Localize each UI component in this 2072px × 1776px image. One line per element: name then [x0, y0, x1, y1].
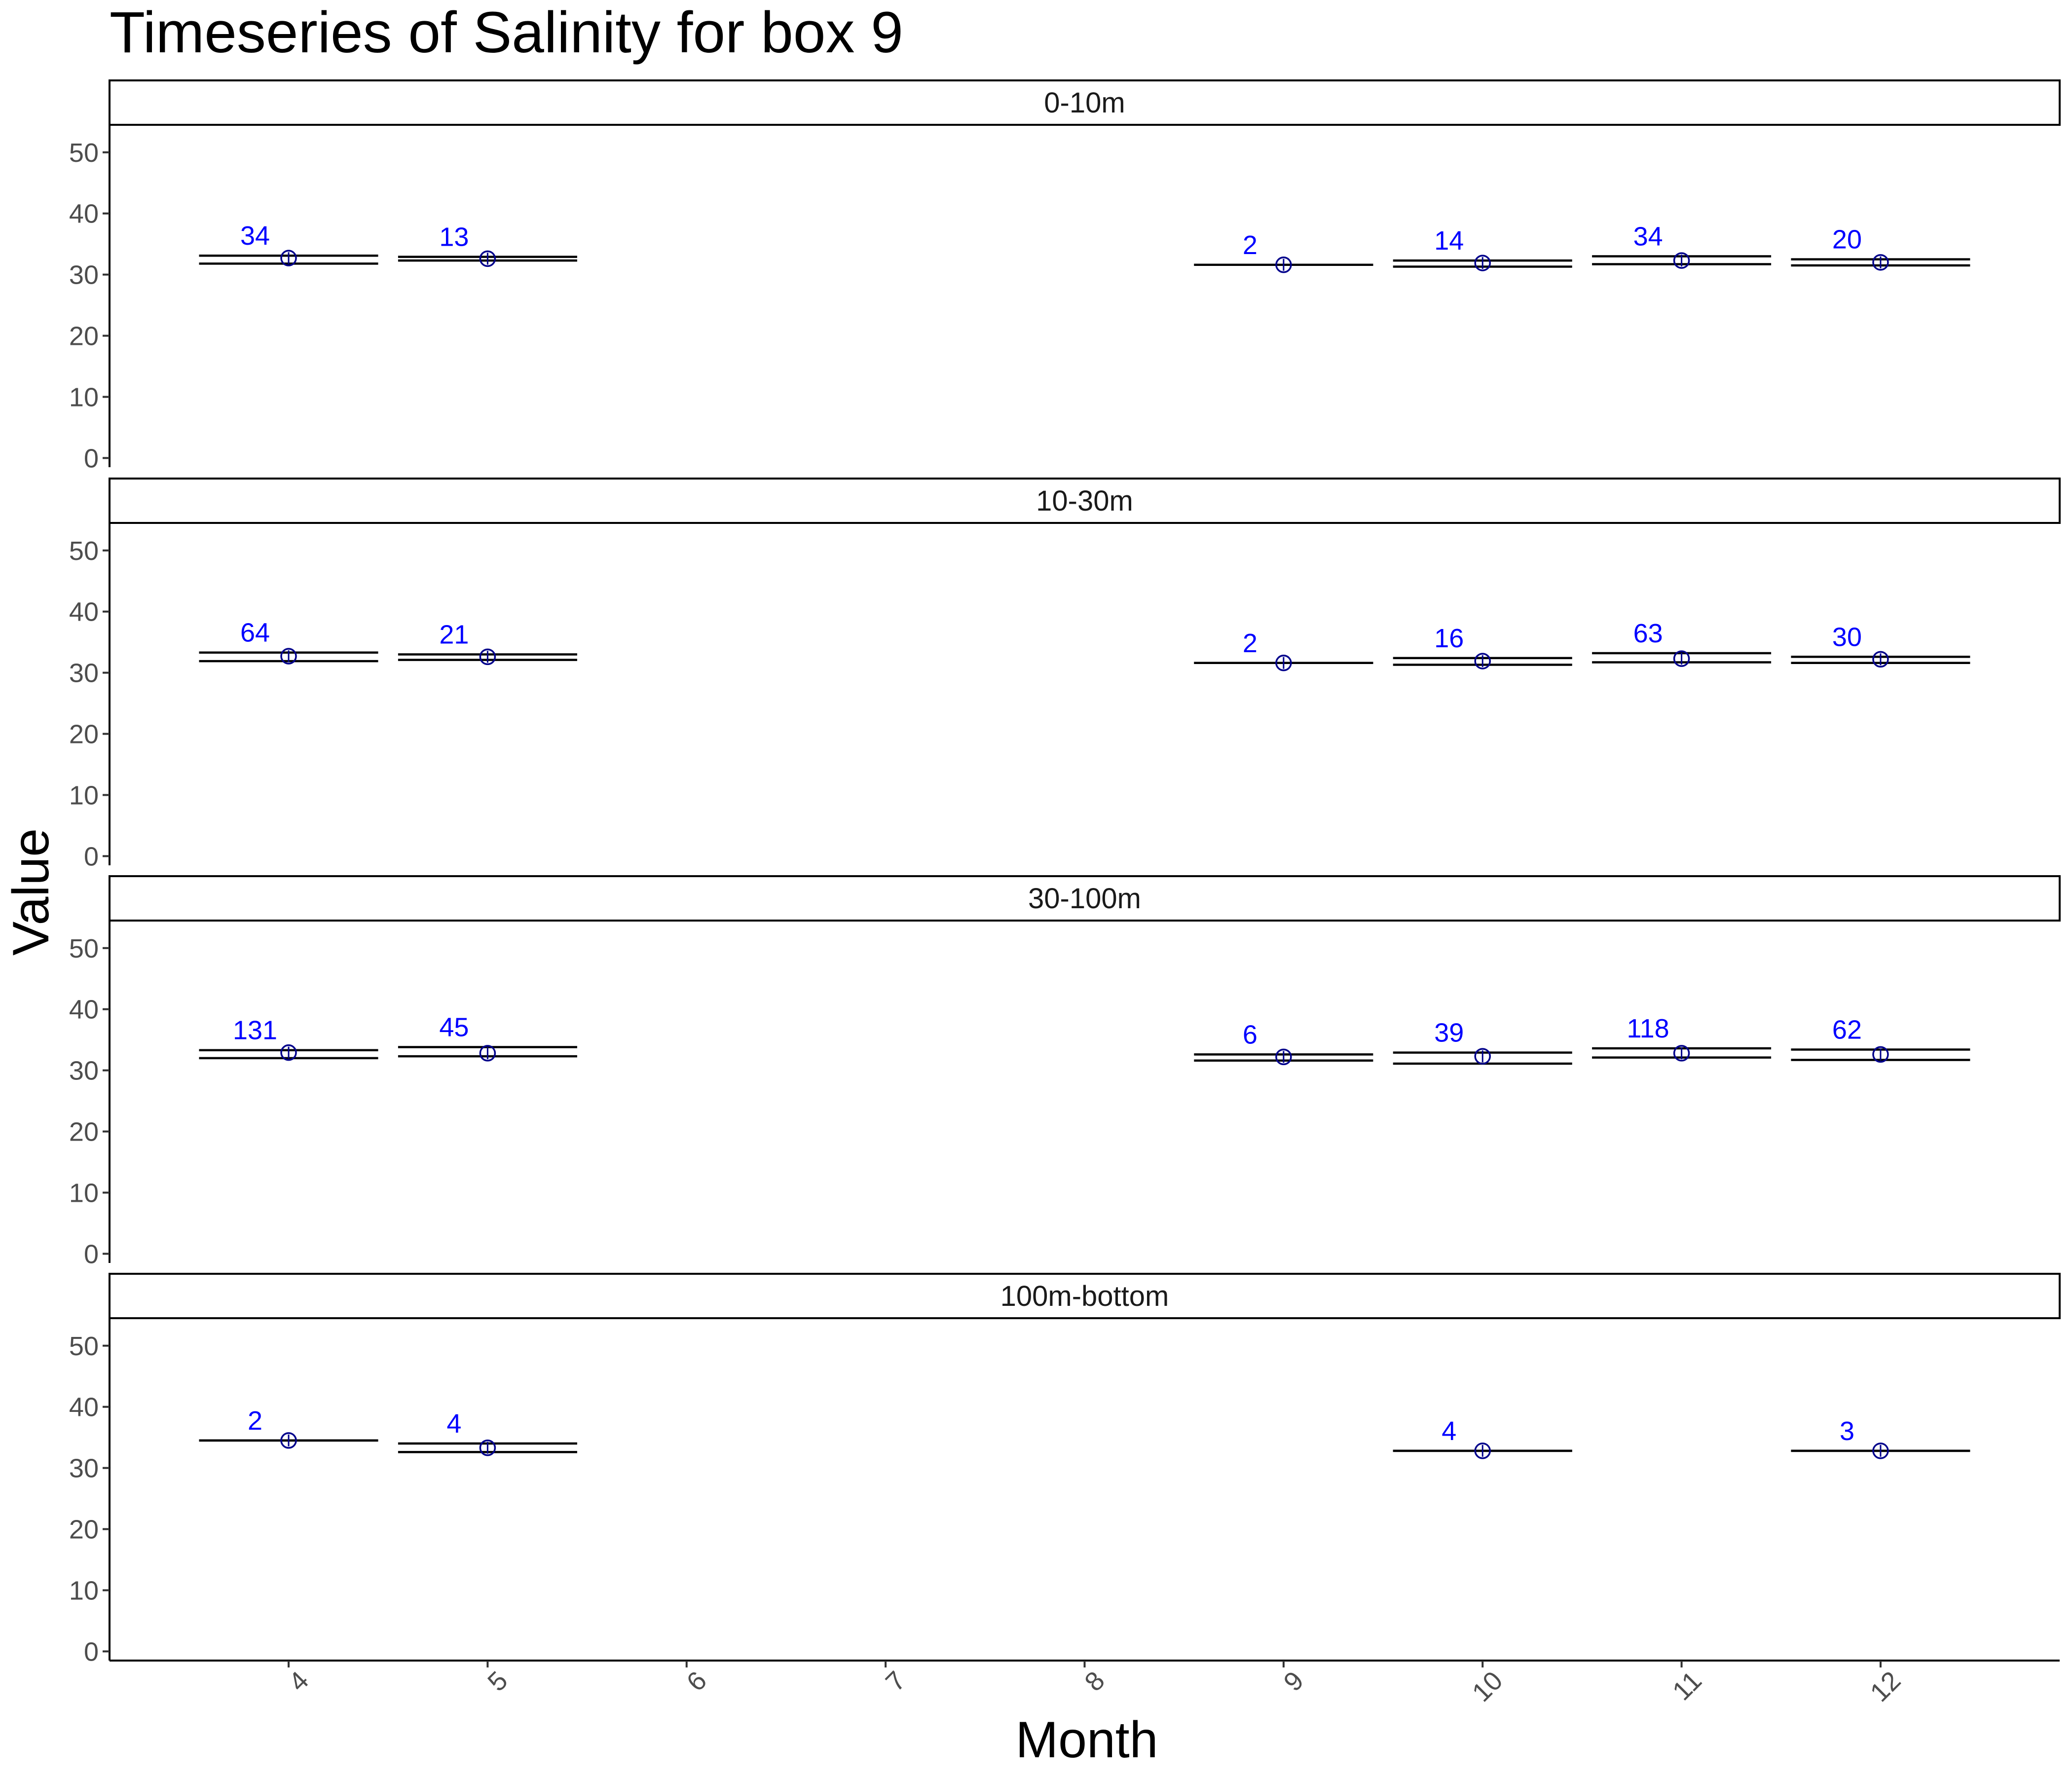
count-label: 14: [1434, 226, 1464, 256]
count-label: 2: [1243, 629, 1258, 658]
x-tick-label: 11: [1667, 1665, 1707, 1706]
y-tick-label: 10: [69, 780, 99, 810]
mean-point: [479, 648, 496, 666]
facet-strip-label: 100m-bottom: [1000, 1280, 1169, 1312]
mean-point: [280, 648, 297, 665]
mean-point: [280, 250, 297, 266]
y-tick-label: 40: [69, 597, 99, 627]
count-label: 2: [1243, 230, 1258, 260]
y-tick-label: 40: [69, 1393, 99, 1422]
y-tick-label: 50: [69, 536, 99, 566]
x-tick-label: 9: [1278, 1665, 1310, 1697]
count-label: 34: [240, 221, 270, 251]
count-label: 118: [1627, 1014, 1669, 1043]
x-tick-label: 8: [1079, 1665, 1110, 1697]
x-tick-label: 5: [482, 1665, 514, 1697]
count-label: 4: [1442, 1416, 1456, 1446]
y-tick-label: 30: [69, 659, 99, 688]
mean-point: [1474, 653, 1491, 669]
mean-point: [280, 1432, 297, 1449]
facet-panel-100m-bottom: 100m-bottom 0 10 20 30 40 50 2 4 4 3: [69, 1273, 2061, 1666]
mean-point: [1673, 650, 1690, 667]
y-tick-label: 50: [69, 138, 99, 168]
chart-title: Timeseries of Salinity for box 9: [110, 0, 903, 65]
mean-point: [1872, 254, 1889, 271]
y-tick-label: 0: [84, 1239, 99, 1269]
y-tick-label: 50: [69, 934, 99, 963]
x-axis-title: Month: [1015, 1711, 1158, 1769]
mean-point: [1275, 655, 1292, 671]
facet-strip: [109, 875, 2061, 922]
y-tick-label: 10: [69, 1178, 99, 1208]
count-label: 6: [1243, 1020, 1258, 1049]
mean-point: [1275, 1048, 1292, 1066]
count-label: 64: [240, 618, 270, 648]
y-tick-label: 30: [69, 1056, 99, 1086]
mean-point: [1474, 1048, 1491, 1065]
y-tick-label: 0: [84, 444, 99, 473]
count-label: 21: [439, 620, 469, 649]
count-label: 4: [446, 1409, 461, 1439]
mean-point: [1673, 1045, 1690, 1062]
y-tick-label: 30: [69, 260, 99, 290]
count-label: 39: [1434, 1018, 1464, 1048]
facet-strip-label: 30-100m: [1028, 883, 1141, 915]
y-axis-title: Value: [2, 828, 60, 956]
count-label: 30: [1832, 622, 1862, 652]
y-tick-label: 20: [69, 1515, 99, 1545]
y-tick-label: 10: [69, 382, 99, 412]
count-label: 13: [439, 222, 469, 252]
y-tick-label: 20: [69, 720, 99, 749]
y-tick-label: 40: [69, 199, 99, 229]
facet-panel-0-10m: 0-10m 0 10 20 30 40 50 34 13 2 14 34 20: [69, 79, 2061, 473]
facet-strip: [109, 79, 2061, 126]
y-tick-label: 0: [84, 842, 99, 871]
x-axis: 4 5 6 7 8 9 10 11 12: [110, 1660, 2060, 1707]
count-label: 16: [1434, 624, 1464, 653]
mean-point: [1474, 1443, 1491, 1459]
mean-point: [1275, 257, 1292, 273]
x-tick-label: 6: [681, 1665, 712, 1697]
facet-panel-10-30m: 10-30m 0 10 20 30 40 50 64 21 2 16 63 30: [69, 478, 2061, 871]
mean-point: [1872, 1046, 1889, 1063]
x-tick-label: 4: [283, 1665, 315, 1697]
mean-point: [1872, 651, 1889, 668]
count-label: 3: [1840, 1416, 1854, 1446]
y-tick-label: 20: [69, 1117, 99, 1147]
facet-strip: [109, 478, 2061, 524]
count-label: 45: [439, 1013, 469, 1042]
count-label: 34: [1633, 222, 1663, 251]
mean-point: [280, 1044, 297, 1061]
y-tick-label: 0: [84, 1637, 99, 1666]
count-label: 62: [1832, 1015, 1862, 1044]
y-tick-label: 30: [69, 1454, 99, 1483]
mean-point: [1673, 252, 1690, 269]
mean-point: [1474, 255, 1491, 271]
count-label: 2: [248, 1406, 262, 1436]
facet-panel-30-100m: 30-100m 0 10 20 30 40 50 131 45 6 39 118 62: [69, 875, 2061, 1269]
y-tick-label: 20: [69, 322, 99, 351]
y-tick-label: 10: [69, 1576, 99, 1605]
mean-point: [479, 1439, 496, 1456]
x-tick-label: 12: [1864, 1665, 1906, 1707]
facet-strip-label: 0-10m: [1044, 87, 1125, 119]
x-tick-label: 10: [1467, 1665, 1509, 1707]
mean-point: [1872, 1443, 1889, 1459]
count-label: 63: [1633, 619, 1663, 648]
x-tick-label: 7: [880, 1665, 912, 1697]
mean-point: [479, 1045, 496, 1062]
facet-strip-label: 10-30m: [1036, 485, 1133, 517]
mean-point: [479, 250, 496, 267]
y-tick-label: 40: [69, 995, 99, 1025]
y-tick-label: 50: [69, 1332, 99, 1361]
count-label: 131: [233, 1016, 277, 1045]
facet-strip: [109, 1273, 2061, 1319]
count-label: 20: [1832, 225, 1862, 255]
